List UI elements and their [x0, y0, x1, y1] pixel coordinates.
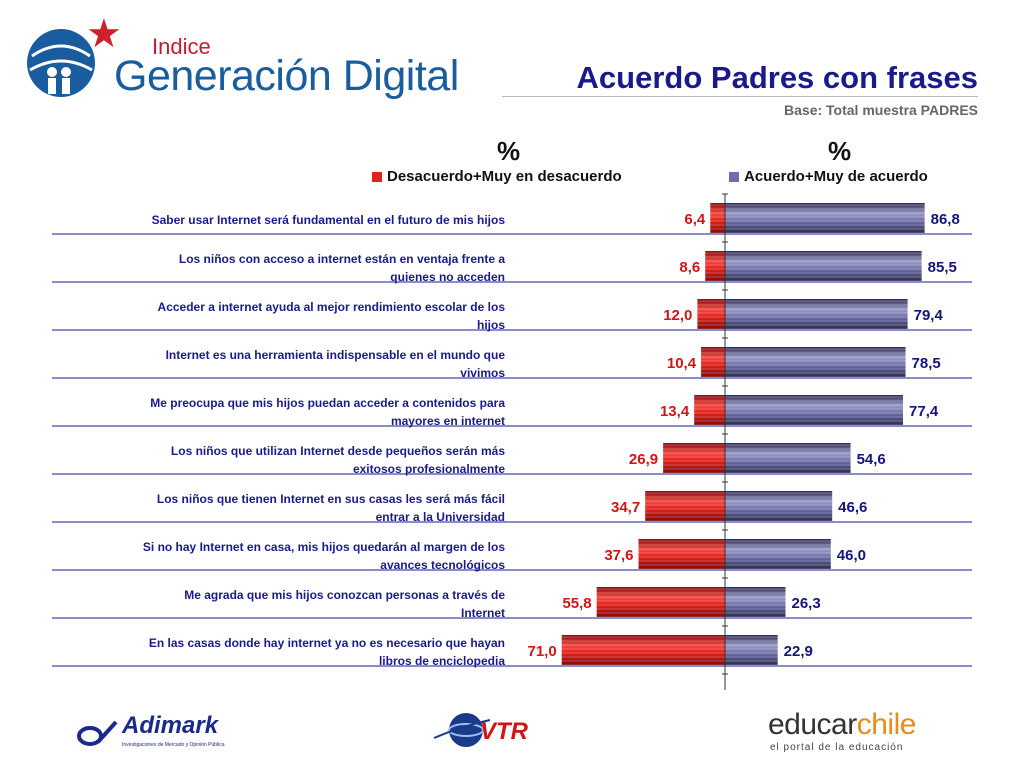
- bar-agree-texture: [725, 491, 833, 521]
- bar-disagree-texture: [694, 395, 725, 425]
- category-label: Internet es una herramienta indispensabl…: [166, 348, 506, 362]
- value-label-disagree: 26,9: [629, 451, 658, 468]
- value-label-agree: 78,5: [912, 355, 941, 372]
- adimark-logo: Adimark Investigaciones de Mercado y Opi…: [76, 712, 226, 754]
- bar-disagree-texture: [596, 587, 725, 617]
- value-label-disagree: 37,6: [604, 547, 633, 564]
- globe-icon: [27, 29, 95, 97]
- bar-disagree-texture: [663, 443, 725, 473]
- legend-swatch-agree: [729, 171, 739, 182]
- value-label-agree: 85,5: [928, 259, 957, 276]
- value-label-agree: 46,0: [837, 547, 866, 564]
- bar-agree-texture: [725, 395, 904, 425]
- vtr-name: VTR: [480, 718, 528, 745]
- category-label: Me agrada que mis hijos conozcan persona…: [184, 588, 505, 602]
- column-header-disagree: %: [497, 136, 521, 166]
- adimark-name: Adimark: [122, 712, 219, 739]
- bar-agree-texture: [725, 347, 906, 377]
- category-label: Los niños que tienen Internet en sus cas…: [157, 492, 505, 506]
- value-label-disagree: 10,4: [667, 355, 697, 372]
- value-label-disagree: 55,8: [562, 595, 591, 612]
- category-label: mayores en internet: [391, 414, 505, 428]
- category-label: vivimos: [460, 366, 505, 380]
- bar-agree-texture: [725, 251, 922, 281]
- category-label: Si no hay Internet en casa, mis hijos qu…: [143, 540, 505, 554]
- category-label: exitosos profesionalmente: [353, 462, 505, 476]
- bar-agree-texture: [725, 299, 908, 329]
- value-label-disagree: 12,0: [663, 307, 692, 324]
- bar-agree-texture: [725, 587, 786, 617]
- category-label: Internet: [461, 606, 505, 620]
- adimark-tagline: Investigaciones de Mercado y Opinión Púb…: [122, 742, 225, 748]
- value-label-disagree: 71,0: [527, 643, 556, 660]
- educarchile-logo: educarchile el portal de la educación: [768, 708, 968, 758]
- value-label-agree: 46,6: [838, 499, 867, 516]
- educar-text: educar: [768, 708, 857, 741]
- value-label-agree: 22,9: [784, 643, 813, 660]
- category-label: Me preocupa que mis hijos puedan acceder…: [150, 396, 505, 410]
- value-label-agree: 77,4: [909, 403, 939, 420]
- category-label: libros de enciclopedia: [379, 654, 505, 668]
- educarchile-tagline: el portal de la educación: [770, 742, 904, 753]
- category-label: avances tecnológicos: [380, 558, 505, 572]
- value-label-agree: 54,6: [857, 451, 886, 468]
- bar-disagree-texture: [638, 539, 725, 569]
- bar-agree-texture: [725, 443, 851, 473]
- value-label-disagree: 8,6: [679, 259, 700, 276]
- bar-disagree-texture: [705, 251, 725, 281]
- page-title: Acuerdo Padres con frases: [576, 60, 978, 95]
- category-label: Los niños con acceso a internet están en…: [179, 252, 505, 266]
- vtr-globe-icon: [433, 713, 491, 747]
- bar-disagree-texture: [645, 491, 725, 521]
- educarchile-name: educarchile: [768, 708, 916, 742]
- page-subtitle: Base: Total muestra PADRES: [784, 102, 978, 118]
- category-label: Saber usar Internet será fundamental en …: [152, 213, 506, 227]
- bar-agree-texture: [725, 539, 831, 569]
- bar-agree-texture: [725, 635, 778, 665]
- category-label: Acceder a internet ayuda al mejor rendim…: [158, 300, 506, 314]
- bar-disagree-texture: [710, 203, 725, 233]
- title-divider: [502, 96, 978, 97]
- category-label: hijos: [477, 318, 505, 332]
- category-label: quienes no acceden: [390, 270, 505, 284]
- bar-disagree-texture: [701, 347, 725, 377]
- legend-swatch-disagree: [372, 171, 382, 182]
- legend-item-agree: Acuerdo+Muy de acuerdo: [729, 168, 928, 185]
- chile-text: chile: [856, 708, 917, 741]
- legend-label-disagree: Desacuerdo+Muy en desacuerdo: [387, 168, 622, 185]
- legend-item-disagree: Desacuerdo+Muy en desacuerdo: [372, 168, 622, 185]
- adimark-symbol-icon: [77, 720, 118, 746]
- category-label: entrar a la Universidad: [376, 510, 505, 524]
- vtr-logo: VTR: [432, 708, 562, 754]
- value-label-disagree: 6,4: [684, 211, 706, 228]
- bar-disagree-texture: [561, 635, 725, 665]
- logo-indice-text: Indice: [152, 34, 211, 59]
- legend-label-agree: Acuerdo+Muy de acuerdo: [744, 168, 928, 185]
- value-label-disagree: 13,4: [660, 403, 690, 420]
- logo-brand-text: Generación Digital: [114, 52, 459, 100]
- category-label: En las casas donde hay internet ya no es…: [149, 636, 505, 650]
- value-label-agree: 79,4: [914, 307, 944, 324]
- value-label-agree: 86,8: [931, 211, 960, 228]
- column-header-agree: %: [828, 136, 852, 166]
- bar-disagree-texture: [697, 299, 725, 329]
- indice-generacion-digital-logo: ★ Indice Generación Digital: [24, 14, 464, 104]
- bar-agree-texture: [725, 203, 925, 233]
- category-label: Los niños que utilizan Internet desde pe…: [171, 444, 505, 458]
- value-label-agree: 26,3: [791, 595, 820, 612]
- value-label-disagree: 34,7: [611, 499, 640, 516]
- star-icon: ★: [86, 11, 122, 57]
